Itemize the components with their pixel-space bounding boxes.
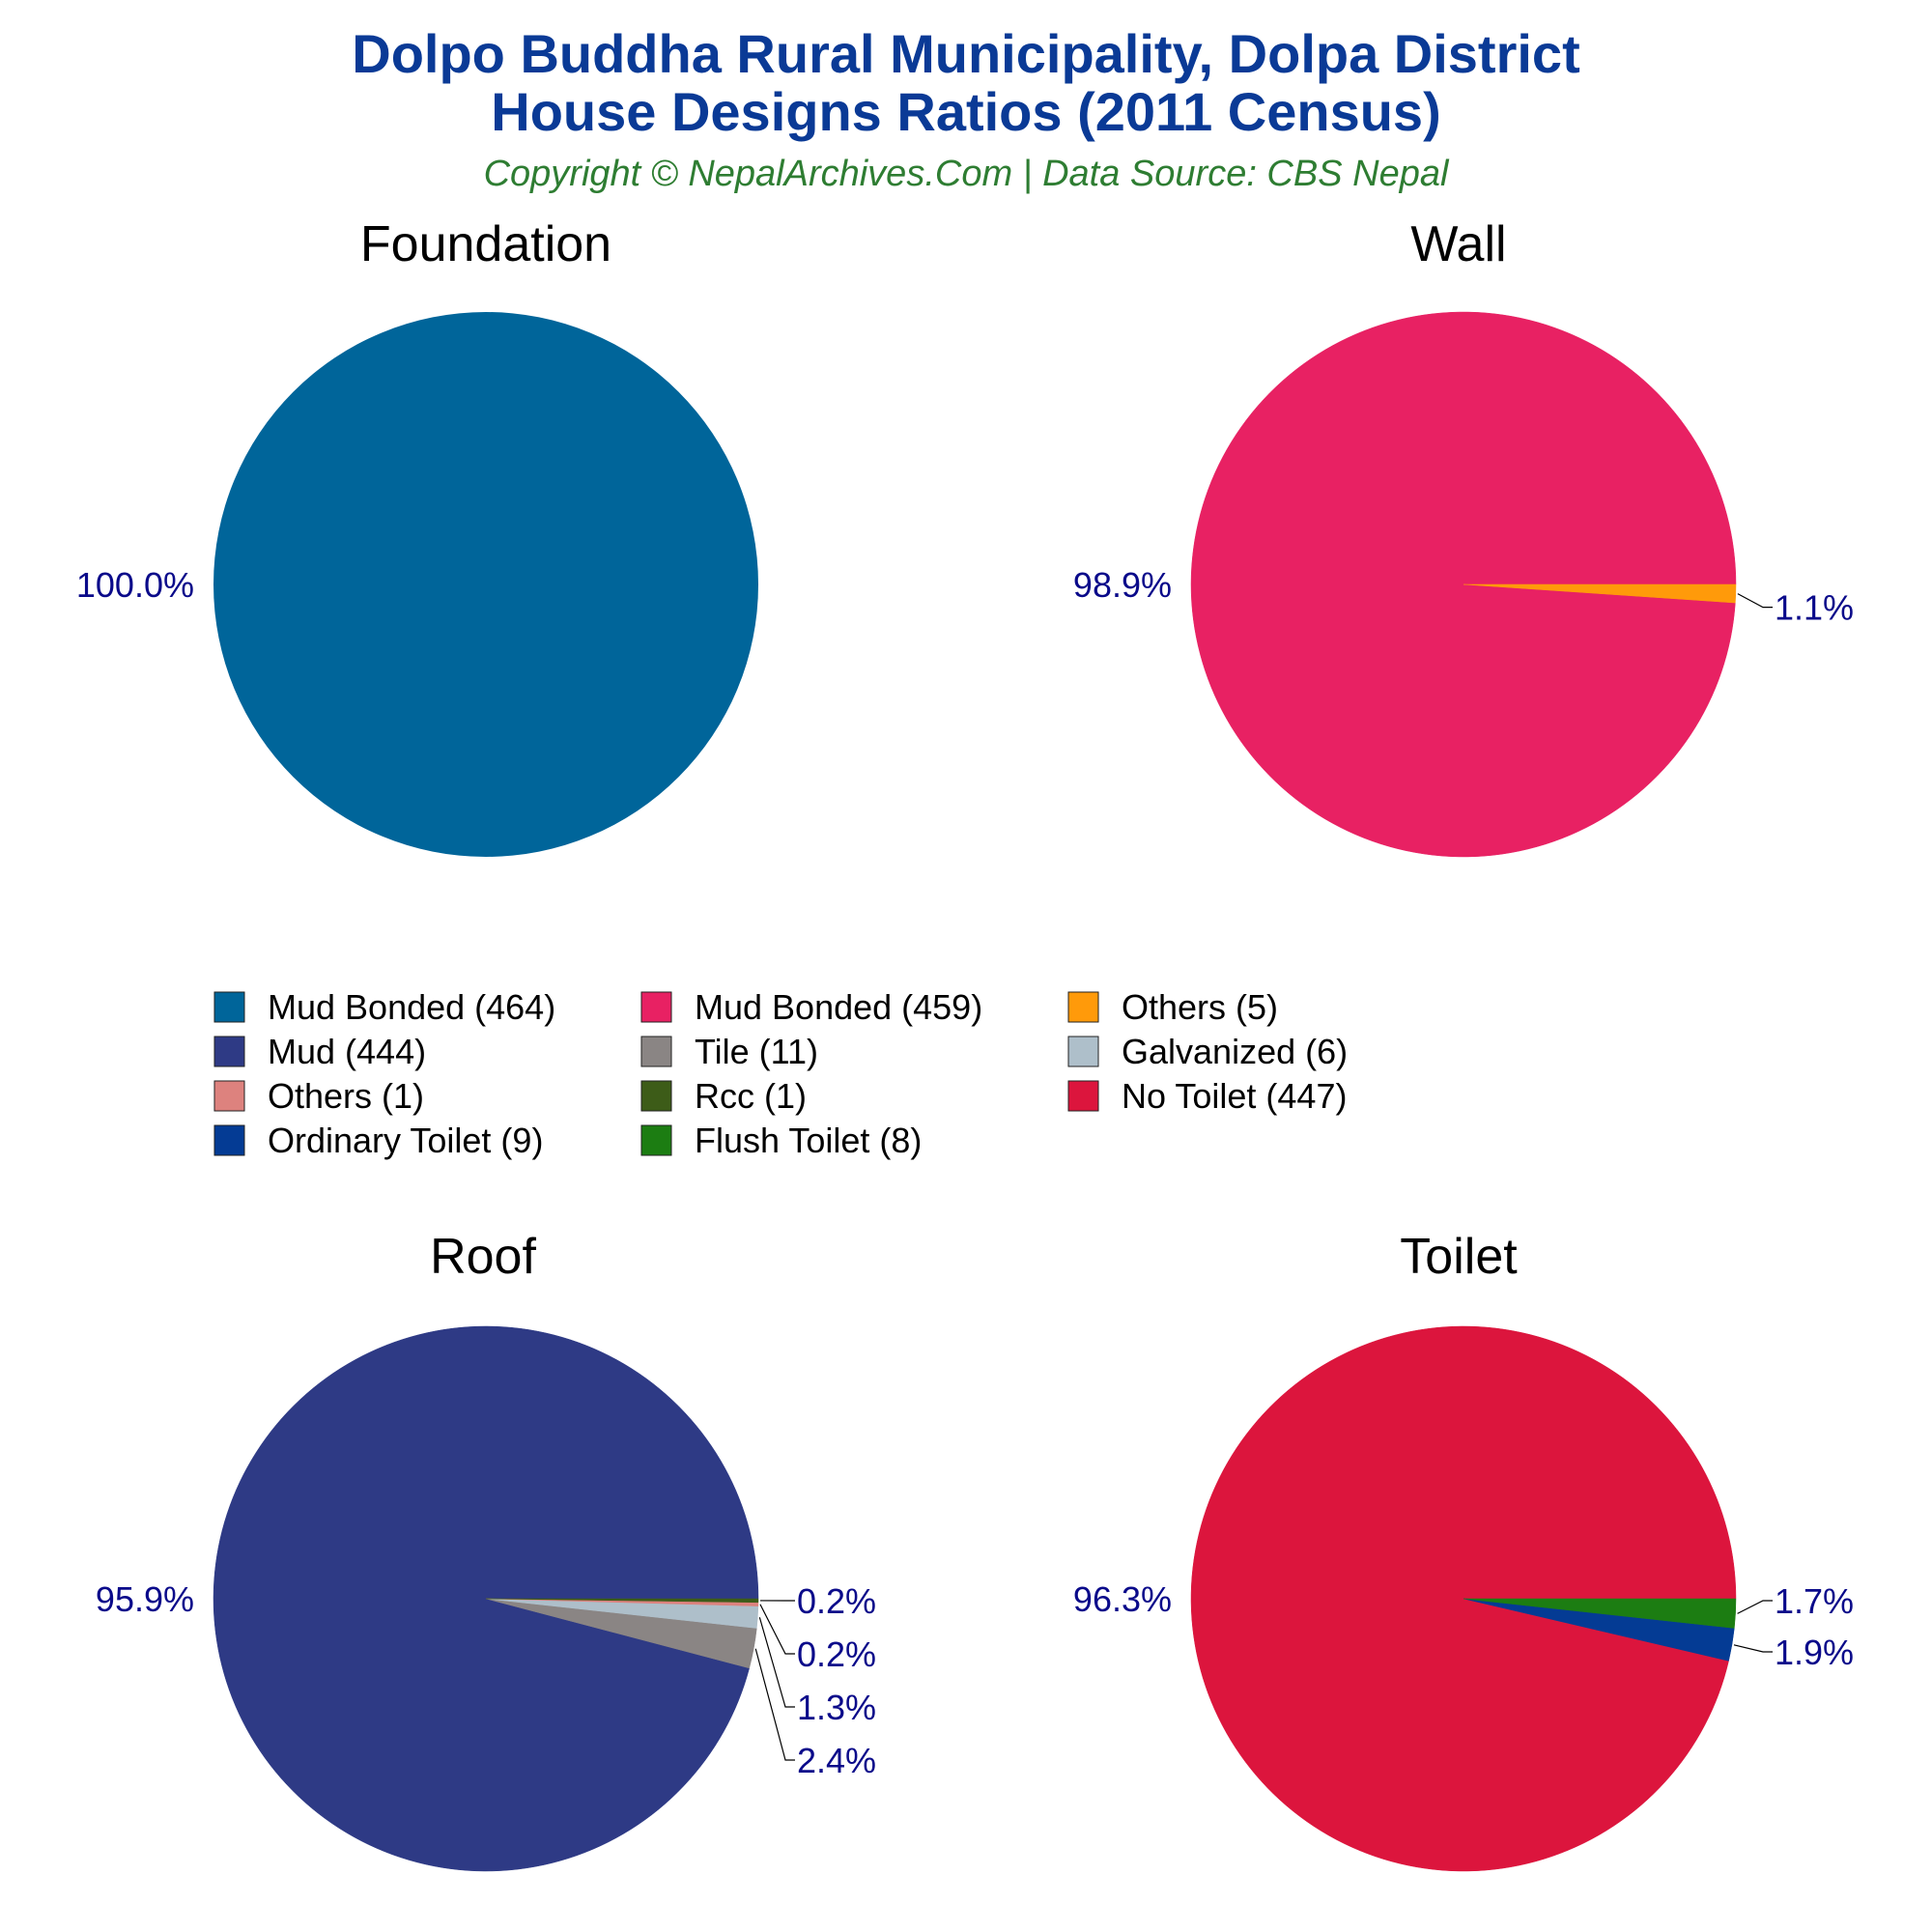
pie-title-foundation: Foundation <box>360 216 611 272</box>
pie-label-leader <box>758 1617 795 1708</box>
legend-swatch <box>213 1036 245 1067</box>
legend-swatch <box>1067 1036 1099 1067</box>
legend-label: Mud Bonded (464) <box>268 987 555 1027</box>
pie-percent-label: 96.3% <box>1073 1579 1172 1619</box>
pie-toilet: 96.3% 1.9% 1.7% <box>1073 1325 1854 1872</box>
pie-label-leader <box>754 1648 795 1761</box>
pie-percent-label: 1.1% <box>1775 588 1854 628</box>
legend-item: No Toilet (447) <box>1067 1076 1347 1116</box>
legend-swatch <box>213 1124 245 1156</box>
chart-subtitle: Copyright © NepalArchives.Com | Data Sou… <box>484 154 1450 194</box>
legend-item: Mud (444) <box>213 1032 426 1071</box>
legend-label: Mud (444) <box>268 1032 426 1071</box>
pie-percent-label: 0.2% <box>797 1634 876 1674</box>
legend-label: Flush Toilet (8) <box>695 1121 922 1160</box>
legend: Mud Bonded (464) Mud (444) Others (1) Ordin… <box>213 987 1348 1160</box>
legend-label: No Toilet (447) <box>1122 1076 1347 1116</box>
legend-item: Mud Bonded (464) <box>213 987 555 1027</box>
pie-wall: 98.9% 1.1% <box>1073 311 1854 858</box>
pie-percent-label: 1.9% <box>1775 1633 1854 1672</box>
legend-label: Rcc (1) <box>695 1076 807 1116</box>
legend-swatch <box>640 991 672 1023</box>
legend-label: Tile (11) <box>695 1032 818 1071</box>
pie-percent-label: 100.0% <box>76 565 194 605</box>
legend-item: Others (1) <box>213 1076 424 1116</box>
legend-label: Others (5) <box>1122 987 1278 1027</box>
pie-label-leader <box>759 1604 795 1655</box>
pies-layer: 100.0% 98.9% 1.1% 95.9% 2.4% 1.3% 0.2% 0.2% 96.3… <box>76 311 1854 1872</box>
pie-title-toilet: Toilet <box>1400 1229 1518 1285</box>
pie-percent-label: 1.3% <box>797 1688 876 1727</box>
legend-item: Others (5) <box>1067 987 1278 1027</box>
legend-swatch <box>640 1036 672 1067</box>
pie-slice <box>1463 583 1737 604</box>
pie-slice <box>213 312 758 857</box>
legend-item: Flush Toilet (8) <box>640 1121 922 1160</box>
legend-swatch <box>640 1124 672 1156</box>
legend-label: Ordinary Toilet (9) <box>268 1121 543 1160</box>
pie-label-leader <box>1737 1600 1773 1614</box>
legend-swatch <box>1067 991 1099 1023</box>
legend-item: Ordinary Toilet (9) <box>213 1121 543 1160</box>
legend-item: Galvanized (6) <box>1067 1032 1348 1071</box>
pie-label-leader <box>1733 1644 1773 1653</box>
pie-title-wall: Wall <box>1410 216 1506 272</box>
legend-swatch <box>213 991 245 1023</box>
pie-roof: 95.9% 2.4% 1.3% 0.2% 0.2% <box>96 1325 876 1872</box>
pie-foundation: 100.0% <box>76 312 758 857</box>
chart-title-line1: Dolpo Buddha Rural Municipality, Dolpa D… <box>352 23 1579 84</box>
pie-label-leader <box>1737 593 1773 609</box>
legend-swatch <box>640 1080 672 1112</box>
legend-item: Tile (11) <box>640 1032 818 1071</box>
legend-label: Mud Bonded (459) <box>695 987 982 1027</box>
legend-label: Others (1) <box>268 1076 424 1116</box>
pie-slice <box>485 1598 759 1604</box>
pie-percent-label: 98.9% <box>1073 565 1172 605</box>
legend-label: Galvanized (6) <box>1122 1032 1348 1071</box>
legend-item: Mud Bonded (459) <box>640 987 982 1027</box>
legend-swatch <box>1067 1080 1099 1112</box>
pie-percent-label: 1.7% <box>1775 1581 1854 1621</box>
legend-swatch <box>213 1080 245 1112</box>
pie-percent-label: 2.4% <box>797 1741 876 1780</box>
legend-item: Rcc (1) <box>640 1076 807 1116</box>
pie-percent-label: 95.9% <box>96 1579 194 1619</box>
pie-slice <box>1463 1598 1737 1629</box>
pie-percent-label: 0.2% <box>797 1581 876 1621</box>
chart-title-line2: House Designs Ratios (2011 Census) <box>491 81 1440 142</box>
pie-title-roof: Roof <box>430 1229 536 1285</box>
